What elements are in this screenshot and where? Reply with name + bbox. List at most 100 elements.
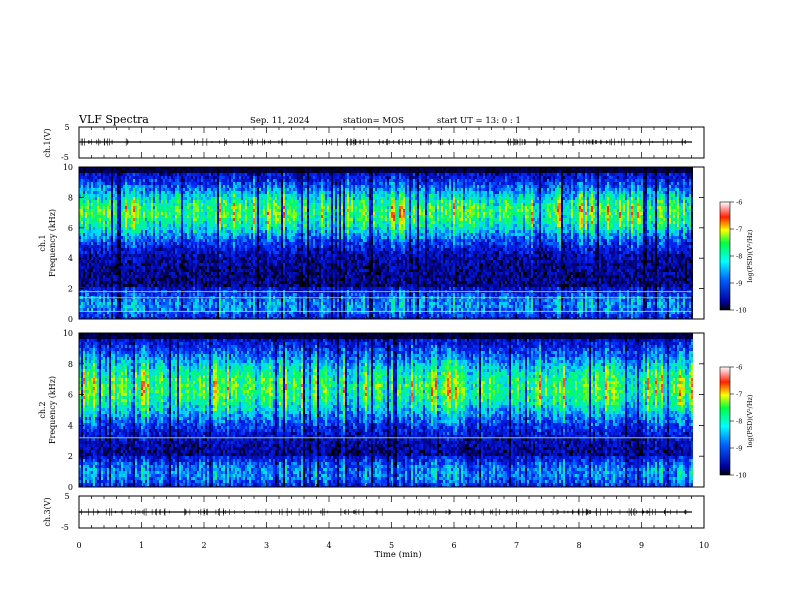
spec-cell [125,233,127,236]
spec-cell [199,281,201,284]
spec-cell [117,299,119,302]
spec-cell [171,194,173,197]
spec-cell [265,266,267,269]
spec-cell [225,305,227,308]
spec-cell [81,266,83,269]
spec-cell [97,275,99,278]
spec-cell [103,206,105,209]
spec-cell [233,308,235,311]
spec-cell [141,281,143,284]
spec-cell [105,266,107,269]
spec-cell [79,236,81,239]
spec-cell [161,314,163,317]
spec-cell [121,281,123,284]
spec-cell [197,191,199,194]
spec-cell [181,284,183,287]
spec-cell [167,272,169,275]
spec-cell [173,176,175,179]
spec-cell [153,278,155,281]
spec-cell [159,272,161,275]
spec-cell [235,167,237,170]
spec-cell [95,314,97,317]
spec-cell [183,308,185,311]
spec-cell [201,182,203,185]
spec-cell [227,245,229,248]
spec-cell [227,233,229,236]
spec-cell [125,314,127,317]
spec-cell [111,293,113,296]
spec-cell [91,269,93,272]
spec-cell [189,200,191,203]
spec-cell [261,233,263,236]
spec-cell [171,305,173,308]
spec-cell [93,287,95,290]
spec-cell [165,275,167,278]
spec-cell [145,311,147,314]
spec-cell [219,197,221,200]
spec-cell [239,179,241,182]
spec-cell [153,254,155,257]
spec-cell [219,206,221,209]
spec-cell [215,302,217,305]
spec-cell [211,311,213,314]
spec-cell [233,263,235,266]
spec-cell [243,212,245,215]
spec-cell [207,257,209,260]
spec-cell [195,308,197,311]
spec-cell [257,197,259,200]
spec-cell [223,224,225,227]
spec-cell [135,317,137,319]
spec-cell [103,179,105,182]
spec-cell [191,230,193,233]
spec-cell [199,203,201,206]
spec-cell [255,209,257,212]
spec-cell [245,197,247,200]
spec-cell [235,239,237,242]
spec-cell [185,275,187,278]
spec-cell [195,251,197,254]
spec-cell [135,185,137,188]
spec-cell [187,221,189,224]
spec-cell [139,239,141,242]
spec-cell [259,224,261,227]
spec-cell [133,176,135,179]
spec-cell [137,206,139,209]
spec-cell [93,212,95,215]
spec-cell [131,197,133,200]
spec-cell [233,167,235,170]
spec-cell [251,260,253,263]
spec-cell [255,170,257,173]
spec-cell [187,266,189,269]
spec-cell [197,239,199,242]
spec-cell [125,275,127,278]
spec-cell [151,194,153,197]
spec-cell [191,242,193,245]
spec-cell [79,266,81,269]
spec-cell [103,182,105,185]
spec-cell [167,281,169,284]
spec-cell [147,239,149,242]
spec-cell [223,293,225,296]
spec-cell [121,173,123,176]
spec-cell [253,227,255,230]
spec-cell [91,212,93,215]
spec-cell [221,254,223,257]
spec-cell [241,218,243,221]
spec-cell [233,272,235,275]
spec-cell [79,173,81,176]
spec-cell [159,197,161,200]
spec-cell [251,212,253,215]
spec-cell [129,209,131,212]
spec-cell [189,230,191,233]
spec-cell [235,245,237,248]
spec-cell [133,236,135,239]
spec-cell [117,239,119,242]
spec-cell [131,194,133,197]
spec-cell [133,287,135,290]
spec-cell [251,206,253,209]
spec-cell [167,275,169,278]
spec-cell [257,254,259,257]
spec-cell [253,170,255,173]
spec-cell [257,293,259,296]
spec-cell [255,266,257,269]
